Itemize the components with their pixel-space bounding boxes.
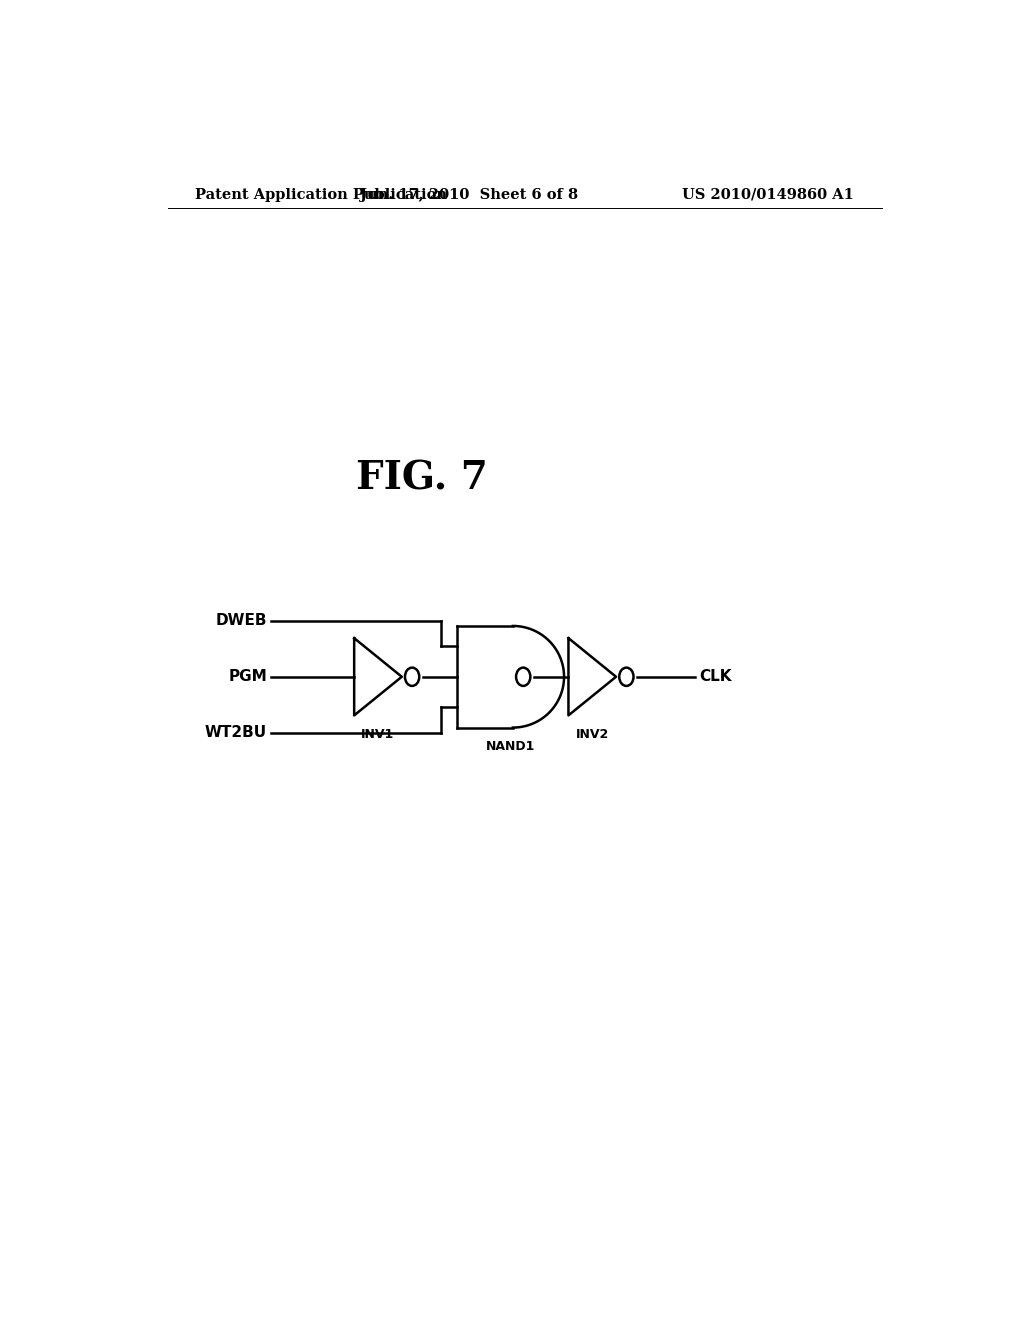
Text: NAND1: NAND1 xyxy=(486,739,536,752)
Text: INV2: INV2 xyxy=(575,727,609,741)
Text: Jun. 17, 2010  Sheet 6 of 8: Jun. 17, 2010 Sheet 6 of 8 xyxy=(360,187,579,202)
Text: WT2BU: WT2BU xyxy=(205,725,267,741)
Text: FIG. 7: FIG. 7 xyxy=(355,459,487,498)
Text: PGM: PGM xyxy=(228,669,267,684)
Text: INV1: INV1 xyxy=(361,727,394,741)
Text: Patent Application Publication: Patent Application Publication xyxy=(196,187,447,202)
Text: US 2010/0149860 A1: US 2010/0149860 A1 xyxy=(682,187,854,202)
Text: DWEB: DWEB xyxy=(215,614,267,628)
Text: CLK: CLK xyxy=(699,669,732,684)
